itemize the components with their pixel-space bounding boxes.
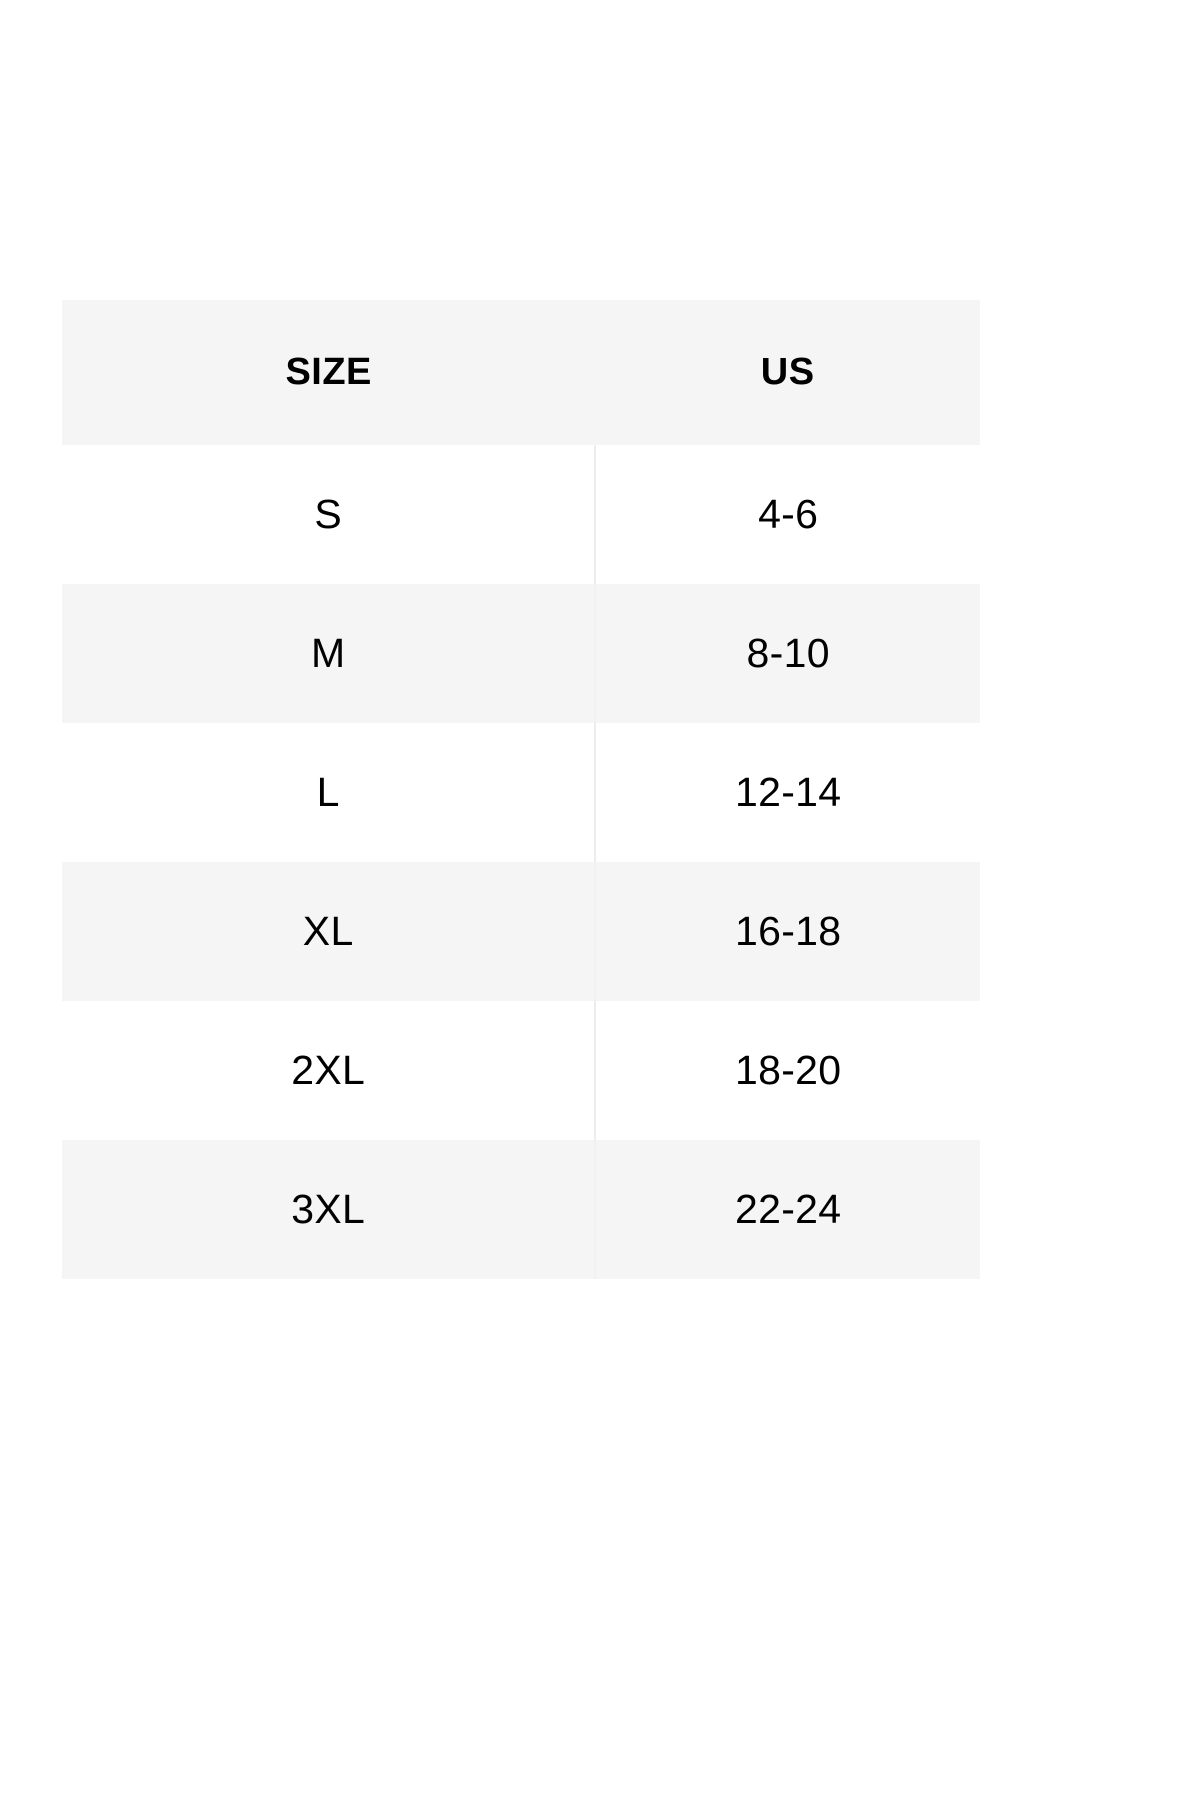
cell-size: 2XL — [62, 1001, 597, 1140]
cell-size: M — [62, 584, 597, 723]
cell-size: 3XL — [62, 1140, 597, 1279]
cell-size: L — [62, 723, 597, 862]
column-header-us: US — [760, 351, 815, 393]
size-chart-table: SIZE US S 4-6 M 8-10 L 12-14 XL — [62, 300, 980, 1279]
table-row: M 8-10 — [62, 584, 980, 723]
table-row: XL 16-18 — [62, 862, 980, 1001]
table-row: L 12-14 — [62, 723, 980, 862]
table-row: 2XL 18-20 — [62, 1001, 980, 1140]
cell-us: 8-10 — [746, 630, 830, 676]
table-header-row: SIZE US — [62, 300, 980, 445]
cell-us: 22-24 — [734, 1186, 842, 1232]
cell-us: 16-18 — [734, 908, 842, 954]
cell-us: 4-6 — [758, 491, 819, 537]
table-row: 3XL 22-24 — [62, 1140, 980, 1279]
table-row: S 4-6 — [62, 445, 980, 584]
cell-us: 18-20 — [734, 1047, 842, 1093]
column-header-size: SIZE — [285, 351, 372, 393]
cell-size: XL — [62, 862, 597, 1001]
cell-us: 12-14 — [734, 769, 842, 815]
table-body: S 4-6 M 8-10 L 12-14 XL 16-18 2XL 18-2 — [62, 445, 980, 1279]
size-chart-container: SIZE US S 4-6 M 8-10 L 12-14 XL — [62, 300, 980, 1279]
table-header: SIZE US — [62, 300, 980, 445]
cell-size: S — [62, 445, 597, 584]
